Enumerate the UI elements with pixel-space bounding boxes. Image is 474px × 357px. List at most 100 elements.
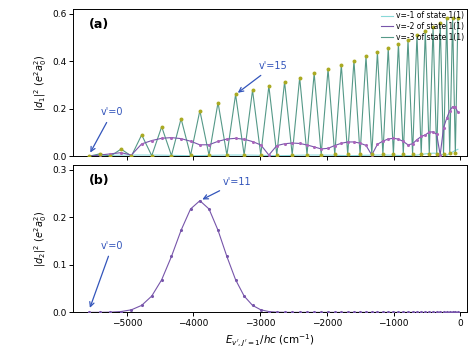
Point xyxy=(395,310,402,315)
Point xyxy=(138,132,146,138)
Point xyxy=(362,142,370,148)
Point xyxy=(138,302,146,308)
Point xyxy=(374,49,381,55)
Point xyxy=(452,151,459,156)
v=-3 of state 1(1) xyxy=(274,153,280,157)
Point xyxy=(418,151,425,157)
Text: (a): (a) xyxy=(89,18,109,31)
Point xyxy=(257,142,264,148)
Point xyxy=(288,310,296,315)
Point xyxy=(296,141,303,146)
Point xyxy=(337,310,345,315)
Point xyxy=(344,310,352,315)
Point xyxy=(296,75,303,80)
Point xyxy=(214,227,222,233)
Point xyxy=(296,310,303,315)
v=-1 of state 1(1) xyxy=(351,154,357,158)
Point xyxy=(409,310,416,315)
Point xyxy=(350,139,358,145)
Point xyxy=(223,253,231,259)
Point xyxy=(426,129,433,135)
Line: v=-2 of state 1(1): v=-2 of state 1(1) xyxy=(89,107,458,156)
Point xyxy=(223,152,231,158)
Point xyxy=(196,108,204,114)
Point xyxy=(249,139,256,145)
Point xyxy=(452,104,459,110)
Point xyxy=(96,152,104,158)
Point xyxy=(331,310,338,315)
Text: v'=0: v'=0 xyxy=(91,107,123,151)
Point xyxy=(440,310,447,315)
Point xyxy=(374,141,381,147)
Point xyxy=(413,137,421,142)
Point xyxy=(404,142,412,148)
v=-1 of state 1(1) xyxy=(97,154,103,158)
Text: v'=0: v'=0 xyxy=(90,241,123,307)
Point xyxy=(249,302,256,308)
Point xyxy=(356,310,364,315)
Point xyxy=(384,310,392,315)
Point xyxy=(426,151,433,156)
v=-1 of state 1(1) xyxy=(274,154,280,158)
Point xyxy=(324,310,332,315)
Point xyxy=(273,309,281,315)
v=-2 of state 1(1) xyxy=(410,142,415,146)
Point xyxy=(433,151,440,156)
Point xyxy=(148,138,155,144)
Point xyxy=(413,32,421,38)
v=-3 of state 1(1) xyxy=(351,59,357,63)
Point xyxy=(117,150,125,156)
Point xyxy=(318,146,325,152)
Point xyxy=(449,16,456,21)
Text: v'=11: v'=11 xyxy=(204,177,252,199)
v=-1 of state 1(1) xyxy=(455,147,461,151)
Point xyxy=(400,151,407,157)
Point xyxy=(187,152,194,158)
Point xyxy=(368,152,375,158)
Point xyxy=(454,110,462,115)
Point xyxy=(273,152,281,158)
Point xyxy=(449,310,456,315)
Point xyxy=(429,310,437,315)
Point xyxy=(437,20,444,25)
Point xyxy=(426,310,433,315)
Point xyxy=(310,310,318,315)
Point xyxy=(418,310,425,315)
Point xyxy=(117,146,125,152)
Point xyxy=(205,142,213,147)
Point xyxy=(85,310,93,315)
Point xyxy=(350,310,358,315)
Point xyxy=(440,125,447,131)
v=-1 of state 1(1) xyxy=(86,154,92,158)
Point xyxy=(85,154,93,159)
v=-2 of state 1(1) xyxy=(351,140,357,144)
Point xyxy=(205,152,213,158)
Point xyxy=(452,310,459,315)
Point xyxy=(418,134,425,139)
Point xyxy=(379,138,387,144)
Point xyxy=(232,277,239,283)
Point xyxy=(232,92,239,97)
Point xyxy=(443,310,450,315)
Point xyxy=(148,153,155,159)
Point xyxy=(324,66,332,72)
Point xyxy=(117,309,125,315)
Point xyxy=(240,293,248,299)
Point xyxy=(257,307,264,313)
Point xyxy=(168,253,175,259)
v=-3 of state 1(1) xyxy=(97,152,103,156)
Point xyxy=(421,310,429,315)
v=-2 of state 1(1) xyxy=(450,105,456,109)
Y-axis label: $|d_1|^2$ ($e^2 a_0^2$): $|d_1|^2$ ($e^2 a_0^2$) xyxy=(33,55,49,111)
Point xyxy=(303,310,311,315)
Point xyxy=(168,153,175,159)
Point xyxy=(85,154,93,159)
Point xyxy=(303,142,311,148)
Point xyxy=(240,152,248,158)
Line: v=-1 of state 1(1): v=-1 of state 1(1) xyxy=(89,149,458,156)
Point xyxy=(437,152,444,158)
Point xyxy=(288,152,296,157)
Point xyxy=(409,141,416,147)
Point xyxy=(168,135,175,140)
Point xyxy=(384,136,392,142)
